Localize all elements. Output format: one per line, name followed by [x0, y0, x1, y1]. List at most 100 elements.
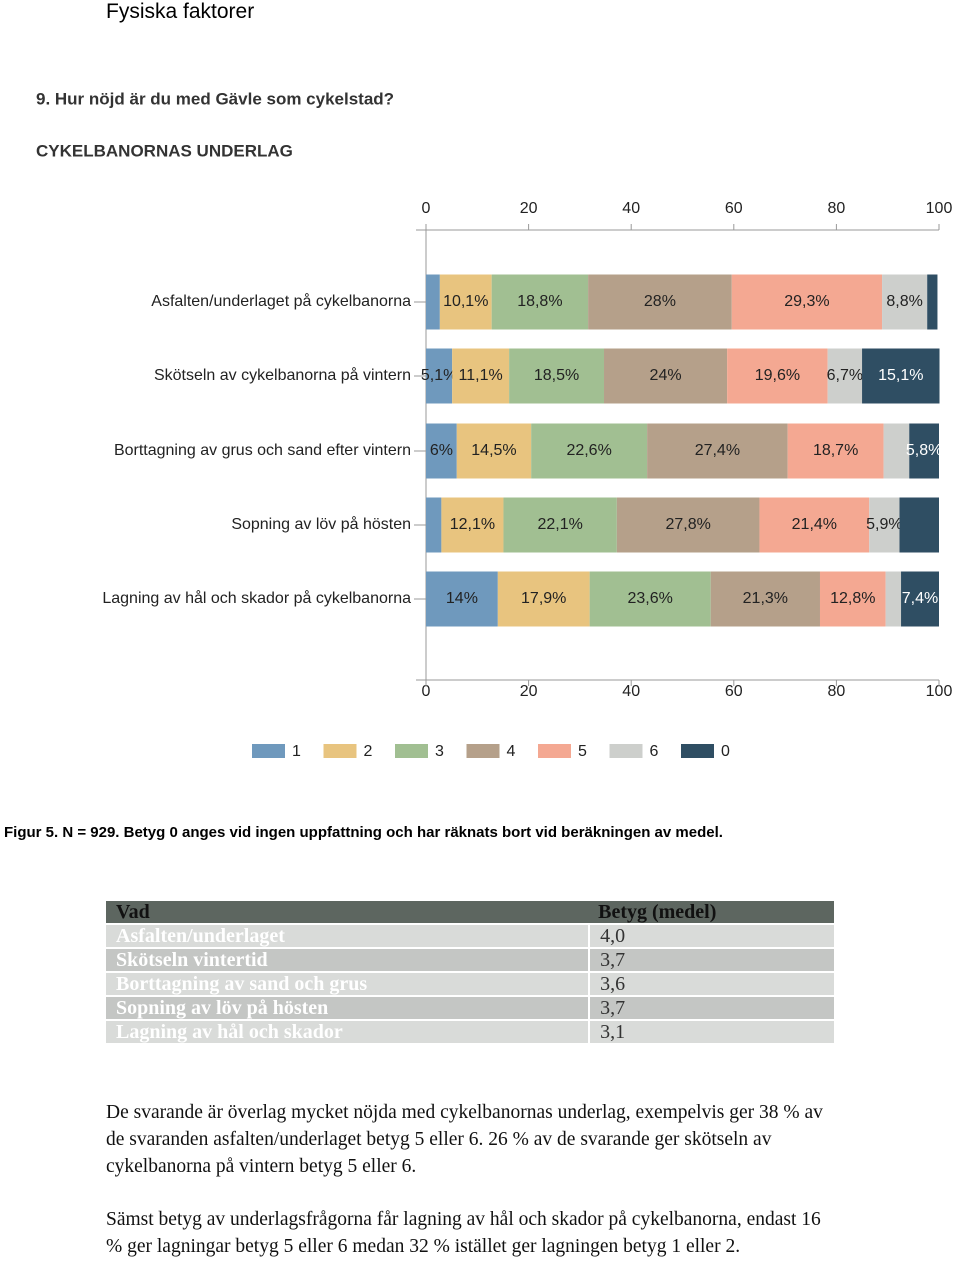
bar-segment [882, 274, 928, 330]
legend-swatch [252, 744, 285, 758]
bar-segment [727, 348, 828, 404]
x-tick-label: 80 [828, 200, 846, 217]
bar-segment [899, 497, 939, 553]
x-tick-label: 0 [422, 200, 431, 217]
legend-swatch [395, 744, 428, 758]
data-label: 7,4% [902, 590, 938, 607]
table-header: Vad [106, 901, 589, 923]
legend-label: 0 [721, 743, 730, 760]
chart-subtitle: CYKELBANORNAS UNDERLAG [36, 141, 293, 160]
data-label: 18,5% [534, 367, 579, 384]
bar-segment [819, 571, 886, 627]
x-tick-label: 40 [622, 683, 640, 700]
data-label: 23,6% [627, 590, 672, 607]
data-label: 5,9% [866, 516, 902, 533]
data-label: 22,6% [566, 442, 611, 459]
chart-title: 9. Hur nöjd är du med Gävle som cykelsta… [36, 89, 394, 108]
legend-swatch [466, 744, 500, 758]
figure-caption: Figur 5. N = 929. Betyg 0 anges vid inge… [4, 824, 723, 841]
data-label: 6,7% [827, 367, 863, 384]
bar-segment [604, 348, 728, 404]
paragraph: De svarande är överlag mycket nöjda med … [106, 1102, 823, 1177]
x-tick-label: 80 [828, 683, 846, 700]
bar-segment [759, 497, 870, 553]
data-label: 15,1% [878, 367, 923, 384]
bar-segment [439, 274, 492, 330]
legend-swatch [323, 744, 357, 758]
data-label: 14,5% [471, 442, 516, 459]
data-label: 21,3% [743, 590, 788, 607]
y-tick-label: Asfalten/underlaget på cykelbanorna [151, 292, 411, 310]
bar-segment [426, 497, 442, 553]
bar-segment [616, 497, 760, 553]
table-cell: Sopning av löv på hösten [106, 997, 589, 1019]
x-tick-label: 20 [520, 683, 538, 700]
table-cell: Asfalten/underlaget [106, 925, 589, 947]
table: Vad Betyg (medel) Asfalten/underlaget 4,0 … [106, 899, 834, 1045]
bar-segment [710, 571, 820, 627]
bar-segment [503, 497, 617, 553]
bar-segment [426, 348, 453, 404]
data-label: 10,1% [443, 293, 488, 310]
legend-swatch [681, 744, 714, 758]
bar-segment [441, 497, 504, 553]
bar-segment [491, 274, 589, 330]
bar-segment [531, 423, 648, 479]
data-label: 17,9% [521, 590, 566, 607]
chart: 9. Hur nöjd är du med Gävle som cykelsta… [36, 89, 953, 760]
paragraph: Sämst betyg av underlagsfrågorna får lag… [106, 1209, 821, 1257]
bar-segment [827, 348, 863, 404]
data-label: 27,8% [665, 516, 710, 533]
bar-segment [509, 348, 605, 404]
bar-segment [456, 423, 532, 479]
table-cell: 3,6 [588, 973, 834, 995]
data-label: 24% [650, 367, 682, 384]
table-cell: Skötseln vintertid [106, 949, 589, 971]
legend-label: 4 [507, 743, 516, 760]
data-label: 12,1% [450, 516, 495, 533]
x-tick-label: 100 [926, 683, 953, 700]
page-header: Fysiska faktorer [106, 0, 255, 23]
y-tick-label: Skötseln av cykelbanorna på vintern [154, 366, 411, 384]
table-cell: Lagning av hål och skador [106, 1021, 589, 1043]
bar-segment [497, 571, 590, 627]
table-cell: 3,7 [588, 997, 834, 1019]
data-label: 12,8% [830, 590, 875, 607]
legend-swatch [609, 744, 643, 758]
x-tick-label: 20 [520, 200, 538, 217]
y-tick-label: Lagning av hål och skador på cykelbanorn… [102, 589, 411, 607]
legend-label: 5 [578, 743, 587, 760]
table-cell: Borttagning av sand och grus [106, 973, 589, 995]
data-label: 21,4% [792, 516, 837, 533]
bar-segment [589, 571, 711, 627]
x-tick-label: 100 [926, 200, 953, 217]
bar-segment [647, 423, 788, 479]
legend-swatch [538, 744, 571, 758]
bar-segment [869, 497, 900, 553]
legend-label: 2 [364, 743, 373, 760]
y-tick-label: Borttagning av grus och sand efter vinte… [114, 442, 411, 459]
table-cell: 3,7 [588, 949, 834, 971]
bar-segment [426, 571, 498, 627]
x-tick-label: 0 [422, 683, 431, 700]
data-label: 27,4% [695, 442, 740, 459]
data-label: 18,8% [517, 293, 562, 310]
bar-segment [901, 571, 939, 627]
legend-label: 1 [292, 743, 301, 760]
data-label: 6% [430, 442, 453, 459]
data-label: 29,3% [784, 293, 829, 310]
bar-segment [909, 423, 939, 479]
bar-segment [426, 274, 440, 330]
data-label: 18,7% [813, 442, 858, 459]
legend-label: 3 [435, 743, 444, 760]
bar-segment [588, 274, 732, 330]
table-cell: 4,0 [588, 925, 834, 947]
data-label: 5,1% [421, 367, 457, 384]
bar-segment [885, 571, 902, 627]
bar-segment [862, 348, 940, 404]
bar-segment [452, 348, 510, 404]
data-label: 5,8% [906, 442, 942, 459]
data-label: 19,6% [755, 367, 800, 384]
bar-segment [883, 423, 910, 479]
